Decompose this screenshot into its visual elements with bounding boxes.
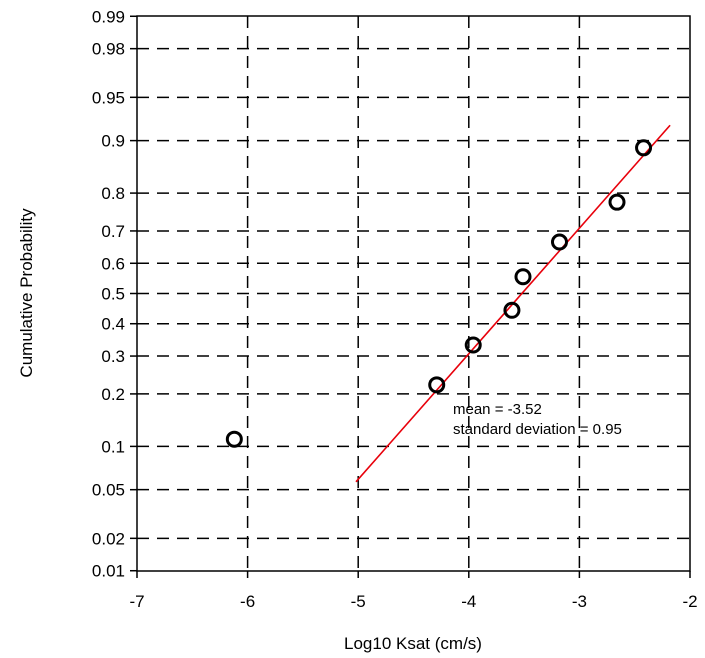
x-tick-label: -4 (461, 592, 476, 611)
data-point (514, 268, 532, 286)
y-tick-label: 0.8 (101, 184, 125, 203)
data-points (225, 139, 653, 448)
grid-lines (137, 16, 690, 571)
y-tick-label: 0.99 (92, 7, 125, 26)
data-point (225, 430, 243, 448)
data-point (608, 193, 626, 211)
data-point (635, 139, 653, 157)
data-point (464, 336, 482, 354)
data-point (503, 301, 521, 319)
y-tick-label: 0.7 (101, 222, 125, 241)
y-tick-label: 0.98 (92, 40, 125, 59)
x-tick-label: -7 (129, 592, 144, 611)
y-tick-label: 0.01 (92, 562, 125, 581)
y-tick-label: 0.4 (101, 315, 125, 334)
annotation-std-dev: standard deviation = 0.95 (453, 421, 622, 438)
x-tick-label: -3 (572, 592, 587, 611)
y-axis-title: Cumulative Probability (17, 208, 36, 378)
y-tick-label: 0.2 (101, 385, 125, 404)
y-tick-label: 0.5 (101, 285, 125, 304)
y-axis: 0.01 0.02 0.05 0.1 0.2 0.3 0.4 0.5 0.6 0.7 0.8 0.9 0… (92, 7, 137, 581)
y-tick-label: 0.3 (101, 347, 125, 366)
y-tick-label: 0.6 (101, 254, 125, 273)
x-tick-label: -6 (240, 592, 255, 611)
x-tick-label: -5 (351, 592, 366, 611)
data-point (428, 376, 446, 394)
y-tick-label: 0.05 (92, 481, 125, 500)
data-point (550, 233, 568, 251)
x-tick-label: -2 (682, 592, 697, 611)
y-tick-label: 0.02 (92, 529, 125, 548)
x-axis-title: Log10 Ksat (cm/s) (344, 634, 482, 653)
annotation-mean: mean = -3.52 (453, 401, 542, 418)
y-tick-label: 0.9 (101, 132, 125, 151)
x-axis: -7 -6 -5 -4 -3 -2 (129, 571, 698, 611)
y-tick-label: 0.1 (101, 437, 125, 456)
y-tick-label: 0.95 (92, 88, 125, 107)
